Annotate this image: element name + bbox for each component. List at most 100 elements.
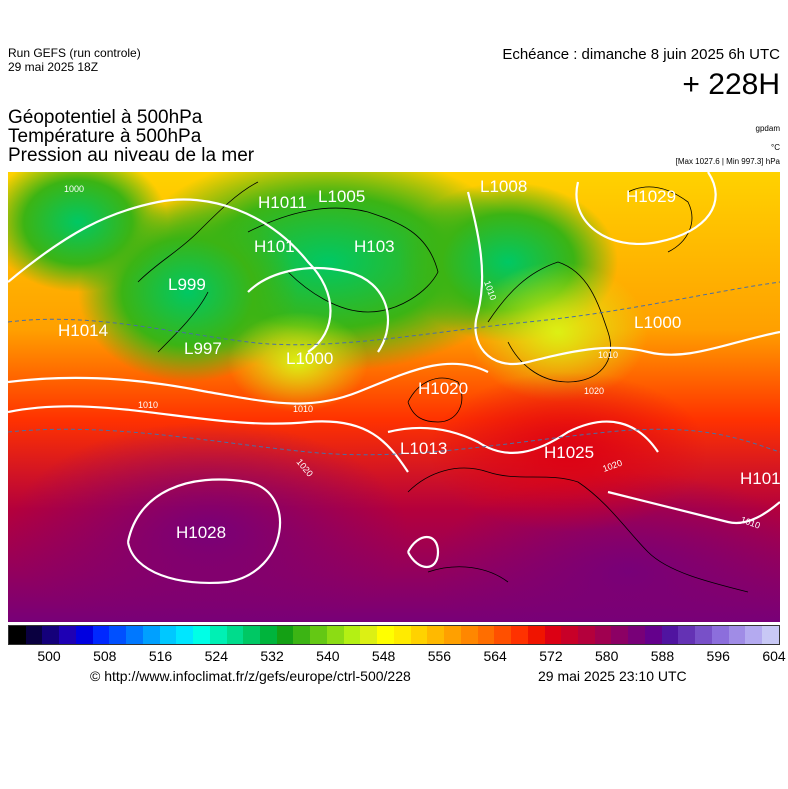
color-swatch — [611, 626, 629, 644]
warm-area-europe — [428, 372, 708, 532]
color-scale-tick: 532 — [260, 648, 284, 664]
color-swatch — [193, 626, 210, 644]
color-swatch — [410, 626, 428, 644]
color-scale-tick: 524 — [204, 648, 228, 664]
color-swatch — [176, 626, 194, 644]
color-swatch — [126, 626, 143, 644]
color-scale-ticks: 500 508 516 524 532 540 548 556 564 572 580 588 596 6… — [8, 648, 785, 666]
color-swatch — [377, 626, 394, 644]
yellow-area-scandinavia — [468, 262, 648, 402]
unit-temperature: °C — [771, 143, 780, 152]
temperature-isotherms — [8, 281, 780, 456]
pressure-center-label: H1028 — [176, 523, 226, 542]
isobar-label: 1010 — [598, 350, 618, 360]
coastlines — [137, 181, 749, 593]
isobar-label: 1010 — [138, 400, 158, 410]
color-scale-bar — [8, 625, 780, 645]
pressure-center-label: H1014 — [58, 321, 108, 340]
yellow-area-atlantic — [228, 312, 368, 412]
field-legend: Géopotentiel à 500hPa Température à 500h… — [8, 108, 254, 165]
color-scale-tick: 564 — [483, 648, 507, 664]
run-name: Run GEFS (run controle) — [8, 46, 141, 60]
color-swatch — [260, 626, 277, 644]
weather-map: H1011 L1005 L1008 H1029 L999 H101 H103 H… — [8, 172, 780, 622]
color-swatch — [310, 626, 327, 644]
color-scale-tick: 548 — [371, 648, 396, 664]
color-swatch — [243, 626, 261, 644]
isobar-label: 1020 — [584, 386, 604, 396]
color-swatch — [59, 626, 76, 644]
pressure-center-label: H1025 — [544, 443, 594, 462]
color-swatch — [109, 626, 127, 644]
pressure-center-label: L1005 — [318, 187, 365, 206]
unit-geopotential: gpdam — [755, 124, 780, 133]
color-swatch — [511, 626, 528, 644]
run-info: Run GEFS (run controle) 29 mai 2025 18Z — [8, 46, 141, 74]
pressure-center-label: L1008 — [480, 177, 527, 196]
color-scale-tick: 580 — [595, 648, 619, 664]
pressure-center-label: L1013 — [400, 439, 447, 458]
field-temperature: Température à 500hPa — [8, 126, 202, 147]
color-swatch — [159, 626, 177, 644]
pressure-center-label: H1020 — [418, 379, 468, 398]
color-scale-tick: 604 — [762, 648, 786, 664]
color-scale-tick: 572 — [539, 648, 563, 664]
color-swatch — [75, 626, 93, 644]
source-url: © http://www.infoclimat.fr/z/gefs/europe… — [90, 668, 411, 684]
pressure-centers: H1011 L1005 L1008 H1029 L999 H101 H103 H… — [58, 177, 780, 542]
color-swatch — [276, 626, 294, 644]
color-scale-tick: 516 — [148, 648, 173, 664]
color-swatch — [25, 626, 43, 644]
color-swatch — [678, 626, 696, 644]
color-swatch — [762, 626, 779, 644]
pressure-center-label: H1018 — [740, 469, 780, 488]
color-scale-tick: 596 — [706, 648, 730, 664]
field-pressure: Pression au niveau de la mer — [8, 145, 255, 166]
color-scale-tick: 588 — [650, 648, 675, 664]
pressure-center-label: H1011 — [258, 193, 307, 212]
pressure-center-label: L997 — [184, 339, 222, 358]
color-swatch — [711, 626, 729, 644]
color-swatch — [745, 626, 763, 644]
color-swatch — [695, 626, 712, 644]
color-swatch — [477, 626, 495, 644]
color-swatch — [644, 626, 662, 644]
color-swatch — [427, 626, 445, 644]
pressure-center-label: H103 — [354, 237, 395, 256]
color-swatch — [343, 626, 361, 644]
cold-area-west — [8, 172, 168, 292]
color-swatch — [209, 626, 227, 644]
color-swatch — [577, 626, 595, 644]
color-swatch — [92, 626, 110, 644]
color-swatch — [594, 626, 612, 644]
pressure-center-label: L1000 — [286, 349, 333, 368]
pressure-range: [Max 1027.6 | Min 997.3] hPa — [675, 157, 780, 166]
color-swatch — [360, 626, 378, 644]
color-swatch — [9, 626, 26, 644]
pressure-center-label: H101 — [254, 237, 295, 256]
color-scale-tick: 500 — [37, 648, 61, 664]
isobar-label: 1000 — [64, 184, 84, 194]
field-geopotential: Géopotentiel à 500hPa — [8, 107, 203, 128]
color-swatch — [293, 626, 311, 644]
forecast-valid-time: Echéance : dimanche 8 juin 2025 6h UTC — [502, 46, 780, 63]
color-swatch — [444, 626, 461, 644]
pressure-center-label: H1029 — [626, 187, 676, 206]
color-swatch — [393, 626, 411, 644]
color-swatch — [628, 626, 645, 644]
run-date: 29 mai 2025 18Z — [8, 60, 99, 74]
color-swatch — [661, 626, 679, 644]
isobar-label: 1010 — [293, 404, 313, 414]
pressure-center-label: L999 — [168, 275, 206, 294]
color-scale-tick: 556 — [427, 648, 452, 664]
color-swatch — [326, 626, 344, 644]
pressure-center-label: L1000 — [634, 313, 681, 332]
lead-time: + 228H — [682, 68, 780, 101]
color-swatch — [226, 626, 244, 644]
color-swatch — [561, 626, 578, 644]
generation-timestamp: 29 mai 2025 23:10 UTC — [538, 668, 687, 684]
color-swatch — [142, 626, 160, 644]
color-swatch — [728, 626, 746, 644]
color-swatch — [494, 626, 512, 644]
isobars — [8, 172, 780, 584]
